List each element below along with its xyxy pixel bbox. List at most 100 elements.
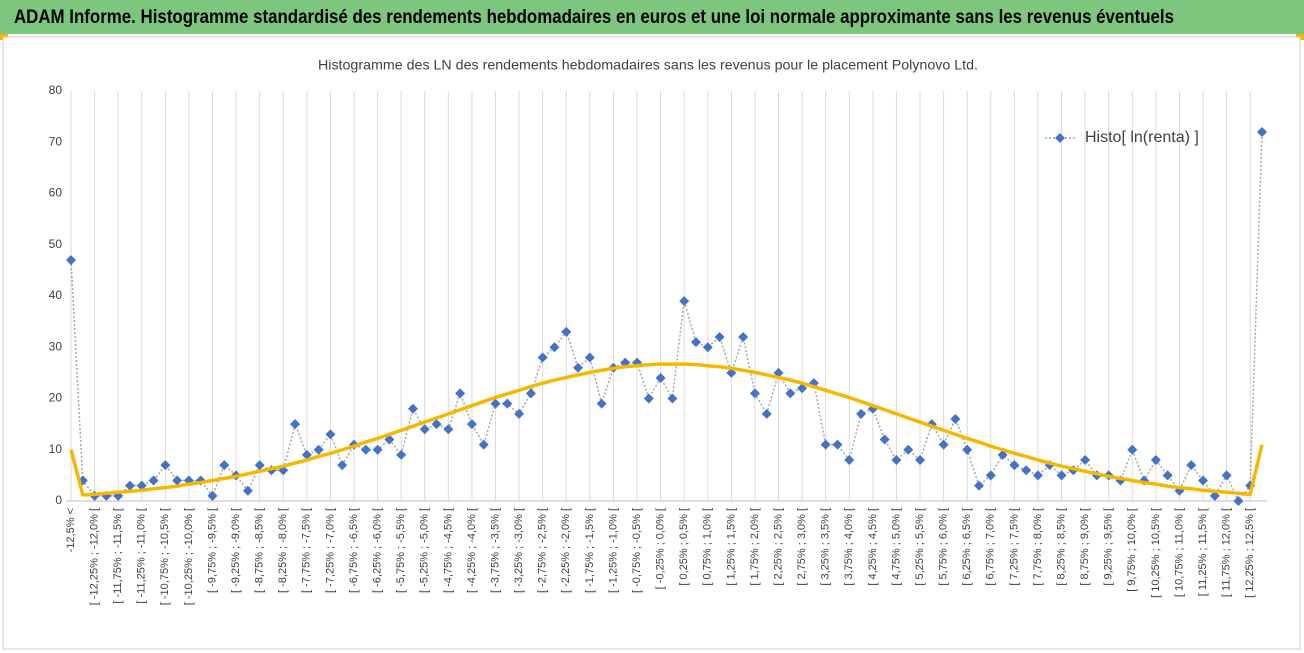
data-point	[915, 455, 926, 465]
data-point	[1221, 470, 1232, 481]
x-tick-label: [ -3,75% ; -3,5% [	[489, 508, 501, 593]
x-tick-label: [ -7,75% ; -7,5% [	[301, 508, 313, 593]
x-tick-label: [ 10,75% ; 11,0% [	[1173, 508, 1185, 597]
data-point	[950, 414, 961, 424]
x-tick-label: [ -12,25% ; -12,0% [	[88, 508, 100, 605]
x-tick-label: [ 10,25% ; 10,5% [	[1150, 508, 1162, 598]
data-point	[679, 296, 690, 307]
data-point	[891, 455, 902, 465]
x-tick-label: [ -8,75% ; -8,5% [	[254, 508, 266, 593]
x-tick-label: [ -9,25% ; -9,0% [	[230, 508, 242, 593]
data-point	[337, 460, 348, 471]
y-tick-label: 30	[49, 339, 63, 353]
data-point	[997, 449, 1008, 460]
data-point	[573, 362, 584, 373]
data-point	[537, 352, 548, 363]
x-tick-label: [ -11,25% ; -11,0% [	[136, 508, 148, 604]
data-point	[714, 332, 725, 342]
data-point	[643, 393, 654, 404]
data-point	[301, 449, 312, 460]
x-tick-label: [ 7,75% ; 8,0% [	[1032, 508, 1044, 586]
data-point	[1162, 470, 1173, 481]
data-point	[785, 388, 796, 399]
x-tick-label: [ -5,75% ; -5,5% [	[395, 508, 407, 593]
x-tick-label: [ -4,75% ; -4,5% [	[442, 508, 454, 593]
x-tick-label: [ -10,25% ; -10,0% [	[183, 508, 195, 605]
x-tick-label: -12,5% <	[65, 508, 77, 552]
data-point	[1198, 475, 1209, 486]
data-point	[396, 449, 407, 460]
x-tick-label: [ -1,25% ; -1,0% [	[607, 508, 619, 593]
data-point	[514, 408, 525, 419]
data-point	[1080, 455, 1091, 465]
x-tick-label: [ -0,25% ; 0,0% [	[655, 508, 667, 589]
header-bar	[0, 0, 1304, 34]
x-tick-label: [ 12,25% ; 12,5% [	[1244, 508, 1256, 598]
data-point	[160, 460, 171, 471]
x-tick-label: [ 6,25% ; 6,5% [	[961, 508, 973, 586]
data-point	[1032, 470, 1043, 481]
data-point	[124, 480, 135, 491]
data-point	[1209, 490, 1220, 501]
x-tick-label: [ -4,25% ; -4,0% [	[466, 508, 478, 593]
legend-marker	[1055, 133, 1065, 143]
data-point	[667, 393, 678, 404]
x-tick-label: [ -2,25% ; -2,0% [	[560, 508, 572, 593]
data-point	[207, 490, 218, 501]
data-point	[407, 403, 418, 414]
data-point	[985, 470, 996, 481]
data-point	[973, 480, 984, 491]
chart-title: Histogramme des LN des rendements hebdom…	[318, 57, 978, 73]
y-tick-label: 60	[49, 186, 63, 200]
data-point	[1056, 470, 1067, 481]
data-point	[1021, 465, 1032, 476]
x-tick-label: [ 11,75% ; 12,0% [	[1221, 508, 1233, 597]
data-point	[419, 424, 430, 435]
data-point	[1186, 460, 1197, 471]
data-point	[962, 444, 973, 455]
data-point	[136, 480, 147, 491]
legend-label: Histo[ ln(renta) ]	[1085, 129, 1199, 146]
data-point	[431, 419, 442, 430]
data-point	[702, 342, 713, 353]
x-tick-label: [ -2,75% ; -2,5% [	[537, 508, 549, 593]
data-point	[856, 408, 867, 419]
x-tick-label: [ 5,75% ; 6,0% [	[938, 508, 950, 586]
x-tick-label: [ 9,25% ; 9,5% [	[1103, 508, 1115, 586]
data-point	[148, 475, 159, 486]
x-tick-label: [ 1,25% ; 1,5% [	[725, 508, 737, 586]
y-tick-label: 10	[49, 442, 63, 456]
data-point	[938, 439, 949, 450]
x-tick-label: [ 4,25% ; 4,5% [	[867, 508, 879, 586]
x-tick-label: [ 5,25% ; 5,5% [	[914, 508, 926, 586]
data-point	[561, 326, 572, 337]
y-tick-label: 40	[49, 288, 63, 302]
x-tick-label: [ -6,25% ; -6,0% [	[372, 508, 384, 593]
x-tick-label: [ -8,25% ; -8,0% [	[277, 508, 289, 593]
y-tick-label: 50	[49, 237, 63, 251]
x-tick-label: [ -10,75% ; -10,5% [	[159, 508, 171, 605]
data-point	[219, 460, 230, 471]
x-tick-label: [ 11,25% ; 11,5% [	[1197, 508, 1209, 596]
data-point	[596, 398, 607, 409]
data-point	[325, 429, 336, 440]
data-point	[797, 383, 808, 394]
x-tick-label: [ 3,25% ; 3,5% [	[820, 508, 832, 586]
data-point	[66, 255, 76, 266]
chart-frame	[2, 36, 1301, 650]
x-tick-label: [ -0,75% ; -0,5% [	[631, 508, 643, 593]
data-point	[690, 337, 701, 348]
x-tick-label: [ -9,75% ; -9,5% [	[206, 508, 218, 593]
header-title: ADAM Informe. Histogramme standardisé de…	[14, 7, 1174, 28]
x-tick-label: [ 2,75% ; 3,0% [	[796, 508, 808, 586]
x-tick-label: [ 4,75% ; 5,0% [	[890, 508, 902, 586]
data-point	[1009, 460, 1020, 471]
data-point	[478, 439, 489, 450]
series-line	[69, 362, 1264, 497]
data-point	[1150, 455, 1161, 465]
y-tick-label: 0	[55, 493, 62, 507]
x-tick-label: [ 7,25% ; 7,5% [	[1008, 508, 1020, 586]
data-point	[490, 398, 501, 409]
y-tick-label: 80	[49, 83, 63, 97]
data-point	[254, 460, 265, 471]
